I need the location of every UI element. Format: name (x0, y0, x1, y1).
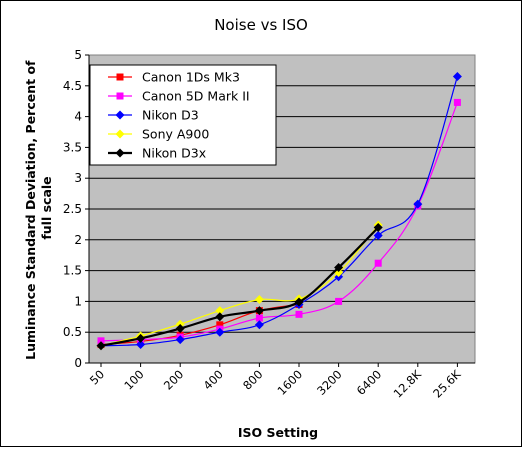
data-point (255, 314, 263, 322)
legend: Canon 1Ds Mk3 Canon 5D Mark II Nikon D3 Son… (89, 64, 277, 166)
legend-label: Nikon D3 (142, 108, 199, 123)
data-point (254, 295, 264, 305)
x-tick-label: 12.8K (391, 367, 425, 401)
x-axis-label: ISO Setting (238, 425, 318, 440)
data-point (136, 333, 146, 343)
data-point (335, 297, 343, 305)
y-tick-label: 1.5 (63, 264, 82, 278)
x-tick-label: 800 (240, 367, 265, 392)
data-point (254, 320, 264, 330)
x-tick-label: 3200 (314, 367, 345, 398)
legend-item: Nikon D3x (108, 146, 206, 161)
x-tick-label: 200 (161, 367, 186, 392)
y-axis-label-line2: full scale (39, 176, 54, 239)
x-tick-label: 25.6K (430, 367, 464, 401)
data-point (413, 199, 423, 209)
data-point (215, 327, 225, 337)
series-line-canon-5d-mark-ii (100, 102, 458, 342)
series-lines (96, 72, 462, 351)
y-tick-label: 3.5 (63, 140, 82, 154)
y-tick-label: 5 (74, 48, 82, 62)
legend-item: Nikon D3 (108, 108, 199, 123)
data-point (175, 335, 185, 345)
data-point (136, 340, 146, 350)
y-tick-label: 0 (74, 356, 82, 370)
x-tick-label: 100 (121, 367, 146, 392)
legend-item: Canon 5D Mark II (108, 89, 250, 104)
data-point (373, 230, 383, 240)
x-tick-label: 1600 (275, 367, 306, 398)
data-point (453, 98, 461, 106)
data-point (215, 306, 225, 316)
legend-label: Sony A900 (142, 127, 209, 142)
data-point (334, 263, 344, 273)
legend-item: Canon 1Ds Mk3 (108, 70, 240, 85)
y-axis-label-line1: Luminance Standard Deviation, Percent of (23, 60, 38, 360)
y-tick-label: 4 (74, 110, 82, 124)
x-tick-label: 50 (87, 367, 107, 387)
legend-item: Sony A900 (108, 127, 209, 142)
legend-marker (116, 73, 124, 81)
series-nikon-d3x (96, 222, 383, 351)
legend-marker (115, 129, 125, 139)
data-point (294, 297, 304, 307)
y-axis-label: Luminance Standard Deviation, Percent of… (23, 56, 54, 360)
x-axis-ticks: 50 100 200 400 800 1600 3200 6400 12.8K 25.6K (87, 363, 464, 401)
legend-marker (115, 148, 125, 158)
legend-marker (115, 110, 125, 120)
x-tick-label: 400 (200, 367, 225, 392)
data-point (373, 222, 383, 232)
legend-label: Canon 5D Mark II (142, 89, 250, 104)
y-tick-label: 0.5 (63, 325, 82, 339)
data-point (175, 324, 185, 334)
legend-label: Nikon D3x (142, 146, 206, 161)
data-point (216, 321, 224, 329)
x-tick-label: 6400 (354, 367, 385, 398)
data-point (452, 72, 462, 82)
data-point (97, 337, 105, 345)
data-point (374, 259, 382, 267)
data-point (295, 310, 303, 318)
legend-marker (116, 92, 124, 100)
data-point (254, 306, 264, 316)
y-tick-label: 3 (74, 171, 82, 185)
y-tick-label: 4.5 (63, 79, 82, 93)
legend-label: Canon 1Ds Mk3 (142, 70, 240, 85)
data-point (215, 312, 225, 322)
y-tick-label: 1 (74, 294, 82, 308)
series-line-nikon-d3 (100, 76, 458, 347)
y-tick-label: 2.5 (63, 202, 82, 216)
y-axis-ticks: 0 0.5 1 1.5 2 2.5 3 3.5 4 4.5 5 (63, 48, 475, 370)
chart-title: Noise vs ISO (214, 16, 308, 34)
y-tick-label: 2 (74, 233, 82, 247)
data-point (96, 341, 106, 351)
